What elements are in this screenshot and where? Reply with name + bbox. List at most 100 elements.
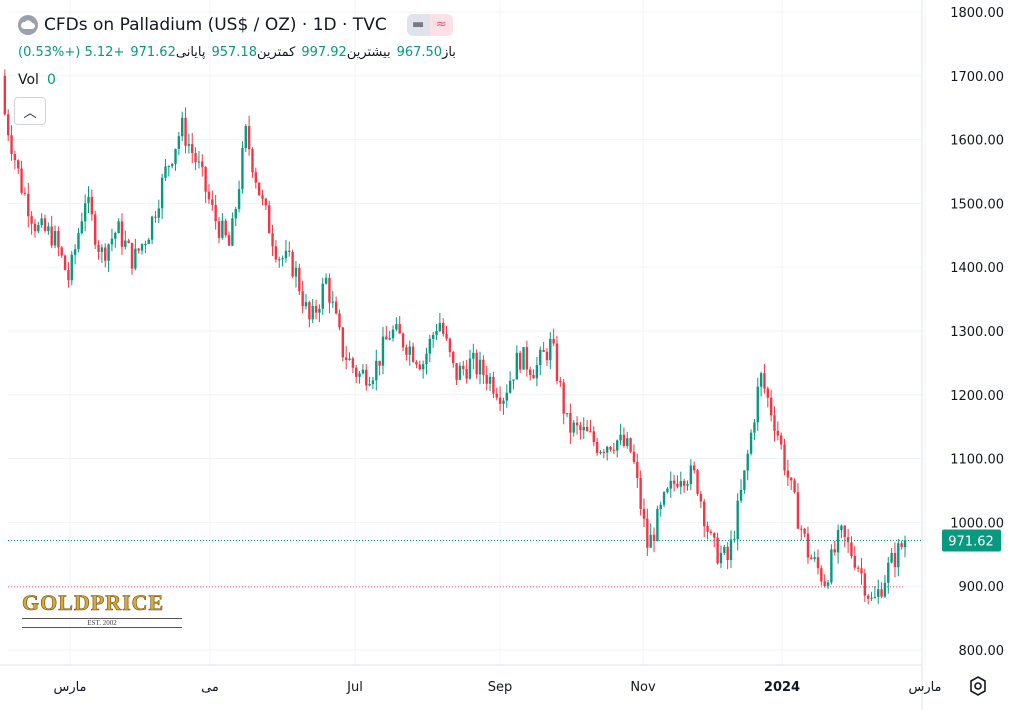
candle-body bbox=[314, 306, 318, 313]
candle-body bbox=[549, 338, 552, 361]
candle-body bbox=[545, 351, 549, 361]
candle-body bbox=[897, 543, 900, 568]
candle-body bbox=[20, 168, 23, 193]
candle-body bbox=[462, 365, 465, 370]
ohlc-close: پایانی971.62 bbox=[130, 45, 206, 60]
candle-body bbox=[23, 192, 27, 194]
candle-body bbox=[53, 230, 57, 246]
candle-body bbox=[207, 191, 211, 200]
candle-body bbox=[284, 250, 288, 259]
approx-icon[interactable]: ≈ bbox=[429, 14, 453, 36]
candle-body bbox=[779, 435, 783, 445]
candle-body bbox=[421, 364, 425, 370]
x-tick-label: Jul bbox=[346, 680, 363, 695]
candle-body bbox=[816, 557, 820, 569]
candle-body bbox=[666, 488, 669, 493]
ohlc-change: +5.12 (+0.53%) bbox=[18, 45, 125, 60]
x-tick-label: Nov bbox=[630, 680, 656, 695]
candle-body bbox=[93, 214, 97, 245]
candle-body bbox=[234, 209, 237, 219]
candle-body bbox=[445, 333, 448, 339]
candle-body bbox=[10, 135, 13, 155]
candle-body bbox=[485, 374, 488, 384]
candle-body bbox=[793, 480, 796, 493]
candle-body bbox=[204, 167, 207, 192]
ohlc-open: باز967.50 bbox=[396, 45, 456, 60]
candle-body bbox=[294, 267, 298, 277]
y-tick-label: 1500.00 bbox=[950, 197, 1004, 212]
candle-body bbox=[766, 388, 770, 398]
candle-body bbox=[298, 267, 301, 292]
candle-body bbox=[365, 369, 368, 386]
collapse-legend-button[interactable]: ︿ bbox=[14, 97, 46, 125]
candle-body bbox=[221, 220, 224, 238]
candle-body bbox=[311, 306, 314, 320]
candle-body bbox=[713, 533, 716, 538]
candle-body bbox=[850, 542, 853, 557]
candle-body bbox=[385, 336, 388, 340]
candle-body bbox=[733, 539, 736, 541]
candle-body bbox=[746, 453, 749, 471]
candle-body bbox=[274, 246, 278, 260]
y-tick-label: 1000.00 bbox=[950, 516, 1004, 531]
minus-icon[interactable]: ▬ bbox=[406, 14, 430, 36]
candle-body bbox=[522, 347, 525, 370]
candle-body bbox=[67, 269, 70, 281]
candle-body bbox=[846, 537, 850, 543]
candle-body bbox=[401, 333, 405, 348]
candle-body bbox=[495, 393, 498, 398]
candle-body bbox=[154, 216, 157, 218]
logo-subtitle: EST. 2002 bbox=[22, 618, 182, 628]
candle-body bbox=[351, 358, 355, 368]
chart-legend-title: CFDs on Palladium (US$ / OZ) · 1D · TVC … bbox=[18, 14, 453, 36]
candle-body bbox=[763, 373, 766, 389]
candle-body bbox=[773, 415, 776, 431]
candle-body bbox=[569, 413, 572, 433]
candle-body bbox=[405, 347, 408, 355]
candle-body bbox=[197, 161, 201, 163]
candle-body bbox=[672, 480, 676, 484]
candle-body bbox=[642, 508, 646, 519]
candle-body bbox=[833, 549, 836, 553]
volume-label: Vol bbox=[18, 72, 39, 88]
candle-body bbox=[150, 216, 154, 240]
candle-body bbox=[13, 154, 17, 161]
candle-body bbox=[482, 359, 485, 375]
candle-body bbox=[375, 360, 378, 381]
indicator-pill[interactable]: ▬ ≈ bbox=[406, 14, 453, 36]
candle-body bbox=[508, 380, 512, 393]
candle-body bbox=[160, 177, 164, 209]
symbol-cloud-icon[interactable] bbox=[18, 15, 38, 35]
candle-body bbox=[726, 546, 729, 561]
candle-body bbox=[37, 225, 40, 232]
candle-body bbox=[890, 552, 893, 563]
candle-body bbox=[77, 233, 80, 250]
candle-body bbox=[3, 75, 7, 115]
x-tick-label: می bbox=[201, 680, 219, 695]
candle-body bbox=[840, 525, 843, 530]
candle-body bbox=[251, 149, 254, 173]
candle-body bbox=[609, 446, 612, 450]
symbol-title[interactable]: CFDs on Palladium (US$ / OZ) · 1D · TVC bbox=[44, 15, 387, 35]
candle-body bbox=[378, 360, 381, 366]
candle-body bbox=[411, 346, 415, 362]
candle-body bbox=[80, 221, 84, 234]
candle-body bbox=[324, 277, 328, 284]
settings-icon[interactable] bbox=[966, 674, 990, 698]
candle-body bbox=[304, 302, 308, 307]
candle-body bbox=[117, 221, 120, 234]
candle-body bbox=[652, 534, 656, 541]
candle-body bbox=[866, 595, 870, 599]
candle-body bbox=[723, 546, 726, 553]
candle-body bbox=[887, 562, 890, 583]
candle-body bbox=[278, 259, 281, 261]
candle-body bbox=[167, 166, 171, 168]
candle-body bbox=[110, 238, 114, 245]
candle-body bbox=[877, 589, 880, 597]
candle-body bbox=[616, 440, 619, 451]
candle-body bbox=[184, 117, 187, 146]
candle-body bbox=[415, 361, 418, 365]
candle-body bbox=[428, 338, 432, 354]
candle-body bbox=[602, 452, 606, 454]
